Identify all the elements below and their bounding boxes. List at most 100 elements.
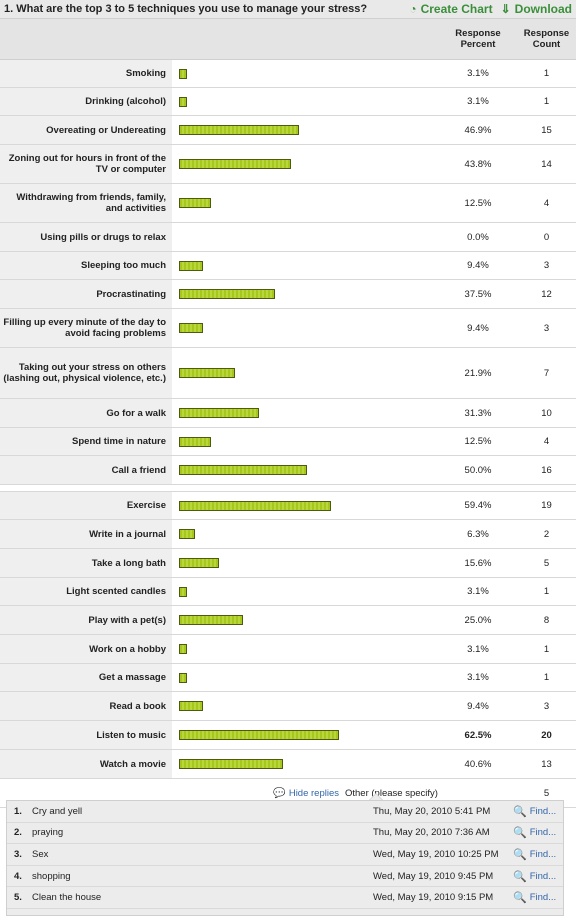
answer-row: Sleeping too much 9.4% 3 bbox=[0, 252, 576, 280]
bar-cell bbox=[172, 664, 439, 691]
answer-row: Overeating or Undereating 46.9% 15 bbox=[0, 116, 576, 145]
bar-cell bbox=[172, 750, 439, 778]
find-label: Find... bbox=[529, 870, 557, 882]
create-chart-button[interactable]: ◔ Create Chart bbox=[409, 2, 492, 16]
reply-row: 5. Clean the house Wed, May 19, 2010 9:15 … bbox=[7, 887, 563, 909]
answer-label: Go for a walk bbox=[0, 399, 172, 427]
reply-date: Thu, May 20, 2010 7:36 AM bbox=[373, 827, 490, 839]
download-button[interactable]: ⇓ Download bbox=[501, 2, 572, 16]
find-label: Find... bbox=[529, 827, 557, 839]
answer-percent: 9.4% bbox=[467, 260, 489, 271]
find-label: Find... bbox=[529, 805, 557, 817]
reply-text: praying bbox=[32, 827, 64, 839]
answer-percent: 3.1% bbox=[467, 68, 489, 79]
response-bar bbox=[179, 759, 283, 769]
bar-cell bbox=[172, 635, 439, 663]
reply-row: 4. shopping Wed, May 19, 2010 9:45 PM 🔍 Find… bbox=[7, 866, 563, 888]
column-header: Response Percent Response Count bbox=[0, 19, 576, 60]
answer-label: Listen to music bbox=[0, 721, 172, 749]
answer-label: Call a friend bbox=[0, 456, 172, 484]
answer-percent: 25.0% bbox=[464, 614, 492, 626]
bar-cell bbox=[172, 399, 439, 427]
answer-row: Listen to music 62.5% 20 bbox=[0, 721, 576, 750]
question-header: 1. What are the top 3 to 5 techniques yo… bbox=[0, 0, 576, 19]
pie-chart-icon: ◔ bbox=[409, 2, 417, 16]
answer-row: Zoning out for hours in front of the TV … bbox=[0, 145, 576, 184]
magnifier-icon: 🔍 bbox=[513, 827, 527, 840]
answer-row: Write in a journal 6.3% 2 bbox=[0, 520, 576, 549]
find-link[interactable]: 🔍 Find... bbox=[513, 891, 563, 904]
bar-cell bbox=[172, 348, 439, 398]
answer-count: 3 bbox=[543, 322, 550, 334]
bar-cell bbox=[172, 252, 439, 279]
answer-row: Filling up every minute of the day to av… bbox=[0, 309, 576, 348]
reply-text: Sex bbox=[32, 848, 49, 860]
answer-label: Light scented candles bbox=[0, 578, 172, 605]
answer-percent: 21.9% bbox=[464, 367, 492, 379]
response-bar bbox=[179, 368, 235, 378]
answer-percent: 6.3% bbox=[467, 528, 489, 540]
column-header-count: Response Count bbox=[523, 28, 570, 50]
answer-count: 19 bbox=[541, 500, 552, 511]
answer-percent: 3.1% bbox=[467, 672, 489, 683]
answer-percent: 9.4% bbox=[467, 322, 489, 334]
column-header-label-spacer bbox=[0, 19, 172, 59]
answer-label: Procrastinating bbox=[0, 280, 172, 308]
find-link[interactable]: 🔍 Find... bbox=[513, 870, 563, 883]
find-link[interactable]: 🔍 Find... bbox=[513, 805, 563, 818]
answer-count: 1 bbox=[543, 586, 550, 597]
answer-count: 4 bbox=[543, 197, 550, 209]
reply-row: 1. Cry and yell Thu, May 20, 2010 5:41 PM 🔍… bbox=[7, 801, 563, 823]
answer-percent: 12.5% bbox=[464, 197, 492, 209]
answer-label: Work on a hobby bbox=[0, 635, 172, 663]
answer-count: 4 bbox=[543, 436, 550, 447]
bar-cell bbox=[172, 520, 439, 548]
response-bar bbox=[179, 289, 275, 299]
find-link[interactable]: 🔍 Find... bbox=[513, 826, 563, 839]
answer-percent: 12.5% bbox=[464, 436, 492, 447]
answer-count: 15 bbox=[541, 124, 552, 136]
bar-cell bbox=[172, 549, 439, 577]
bar-cell bbox=[172, 492, 439, 519]
answer-percent: 37.5% bbox=[464, 288, 492, 300]
response-bar bbox=[179, 125, 299, 135]
find-link[interactable]: 🔍 Find... bbox=[513, 848, 563, 861]
answer-row: Procrastinating 37.5% 12 bbox=[0, 280, 576, 309]
answer-count: 10 bbox=[541, 407, 552, 419]
replies-pointer bbox=[368, 793, 384, 801]
answer-label: Exercise bbox=[0, 492, 172, 519]
group-gap bbox=[0, 485, 576, 492]
answer-label: Take a long bath bbox=[0, 549, 172, 577]
answer-label: Drinking (alcohol) bbox=[0, 88, 172, 115]
hide-replies-link[interactable]: 💬 Hide replies bbox=[273, 788, 339, 799]
replies-panel: 1. Cry and yell Thu, May 20, 2010 5:41 PM 🔍… bbox=[6, 800, 564, 916]
answer-count: 13 bbox=[541, 758, 552, 770]
bar-cell bbox=[172, 116, 439, 144]
answer-percent: 62.5% bbox=[464, 729, 492, 741]
answer-label: Taking out your stress on others (lashin… bbox=[0, 348, 172, 398]
create-chart-label: Create Chart bbox=[420, 2, 493, 16]
response-bar bbox=[179, 730, 339, 740]
download-arrow-icon: ⇓ bbox=[500, 2, 511, 16]
magnifier-icon: 🔍 bbox=[513, 848, 527, 861]
answer-count: 8 bbox=[543, 614, 550, 626]
hide-replies-label: Hide replies bbox=[288, 787, 339, 799]
answer-row: Withdrawing from friends, family, and ac… bbox=[0, 184, 576, 223]
answer-label: Filling up every minute of the day to av… bbox=[0, 309, 172, 347]
bar-cell bbox=[172, 578, 439, 605]
answer-count: 12 bbox=[541, 288, 552, 300]
response-bar bbox=[179, 96, 187, 107]
response-bar bbox=[179, 198, 211, 208]
answer-count: 0 bbox=[543, 231, 550, 243]
answer-percent: 59.4% bbox=[464, 500, 492, 511]
reply-number: 5. bbox=[14, 892, 22, 904]
bar-cell bbox=[172, 428, 439, 455]
answer-label: Using pills or drugs to relax bbox=[0, 223, 172, 251]
bar-cell bbox=[172, 721, 439, 749]
answer-percent: 3.1% bbox=[467, 643, 489, 655]
reply-text: shopping bbox=[32, 870, 71, 882]
answer-percent: 3.1% bbox=[467, 586, 489, 597]
answer-percent: 40.6% bbox=[464, 758, 492, 770]
bar-cell bbox=[172, 88, 439, 115]
answer-row: Get a massage 3.1% 1 bbox=[0, 664, 576, 692]
